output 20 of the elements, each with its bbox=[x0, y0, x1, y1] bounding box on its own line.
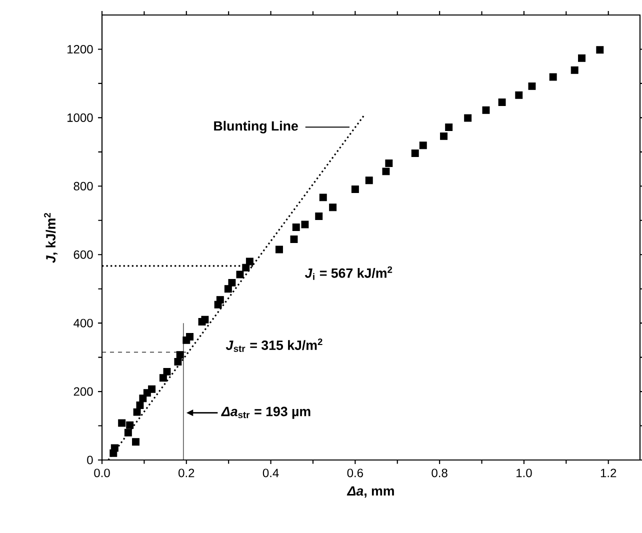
annotation: Blunting Line bbox=[214, 120, 298, 134]
annotation: Δa$_{str}$ = 193 µm bbox=[221, 406, 310, 419]
annotation: J$_{str}$ = 315 kJ/m$^{2}$ bbox=[226, 338, 322, 352]
y-tick-label: 800 bbox=[74, 182, 93, 190]
y-tick-label: 0 bbox=[87, 456, 93, 464]
y-tick-label: 400 bbox=[74, 318, 93, 328]
x-tick-label: 1.2 bbox=[600, 468, 616, 478]
y-tick-label: 600 bbox=[74, 250, 93, 259]
x-tick-label: 1.0 bbox=[516, 468, 532, 478]
x-tick-label: 0.2 bbox=[178, 468, 194, 478]
y-axis-title: J, kJ/m$^{2}$ bbox=[44, 213, 58, 263]
x-tick-label: 0.6 bbox=[347, 468, 363, 478]
x-tick-label: 0.0 bbox=[94, 468, 110, 478]
y-tick-label: 200 bbox=[74, 387, 93, 396]
x-axis-title: Δa, mm bbox=[346, 486, 394, 498]
annotation: J$_{i}$ = 567 kJ/m$^{2}$ bbox=[304, 266, 392, 280]
x-tick-label: 0.4 bbox=[262, 468, 279, 478]
x-tick-label: 0.8 bbox=[432, 468, 448, 478]
y-tick-label: 1000 bbox=[68, 113, 93, 122]
y-tick-label: 1200 bbox=[68, 44, 93, 54]
